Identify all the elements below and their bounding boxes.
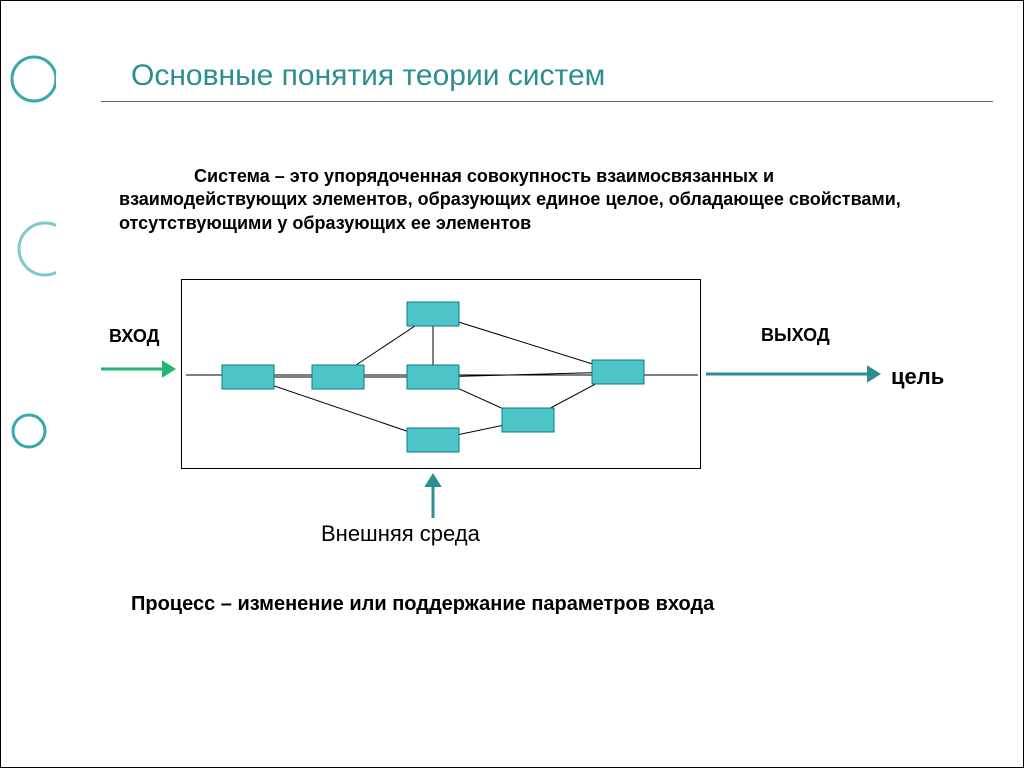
output-label: ВЫХОД xyxy=(761,325,830,346)
system-diagram xyxy=(181,279,701,469)
decor-sidebar xyxy=(1,1,56,769)
environment-label: Внешняя среда xyxy=(321,521,480,547)
process-text: Процесс – изменение или поддержание пара… xyxy=(131,593,714,616)
title-underline xyxy=(101,101,993,102)
output-arrow xyxy=(706,360,881,393)
definition-lead: Система xyxy=(194,166,270,186)
goal-label: цель xyxy=(891,364,944,390)
slide-title: Основные понятия теории систем xyxy=(131,59,605,93)
input-label: ВХОД xyxy=(109,326,159,347)
definition-text: Система – это упорядоченная совокупность… xyxy=(119,165,963,235)
input-arrow xyxy=(101,355,176,388)
slide-page: Основные понятия теории систем Система –… xyxy=(0,0,1024,768)
environment-arrow xyxy=(419,473,447,523)
